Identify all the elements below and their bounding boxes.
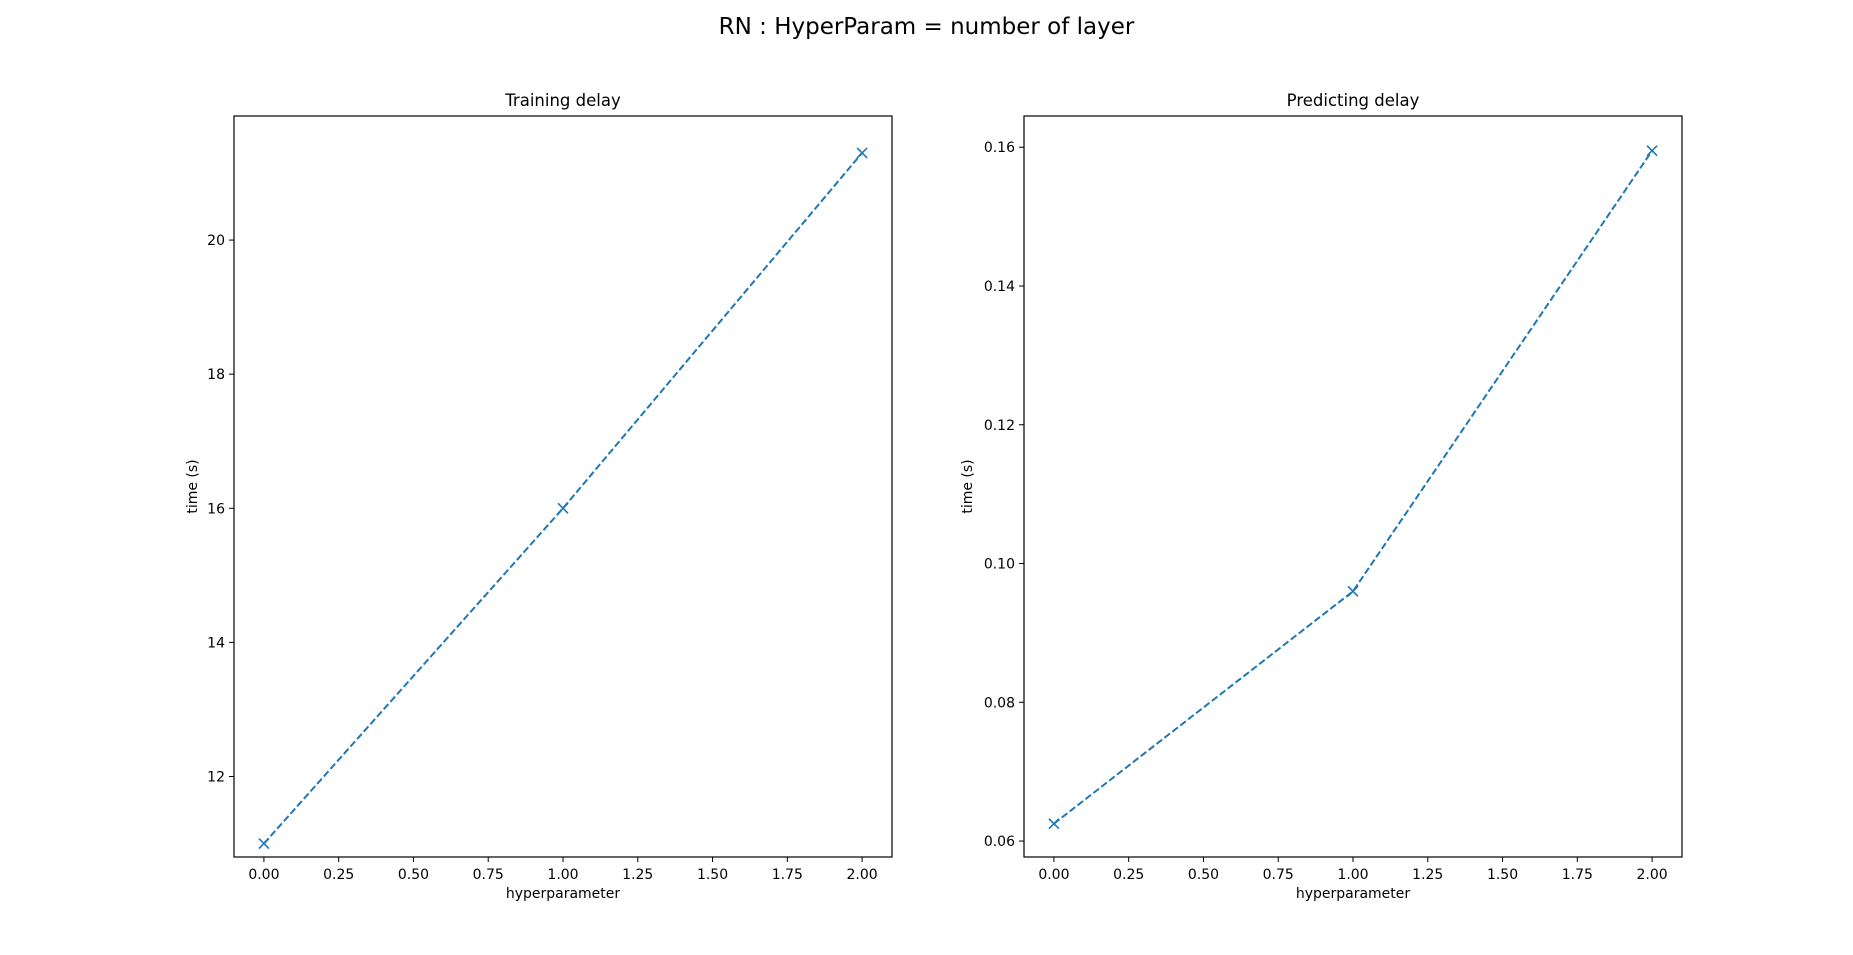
y-tick-label: 0.12 xyxy=(984,418,1015,434)
y-tick-label: 20 xyxy=(207,233,225,249)
subplot-title: Training delay xyxy=(504,91,621,110)
data-point-marker xyxy=(1048,818,1060,830)
x-tick-label: 0.75 xyxy=(1263,867,1294,883)
x-tick-label: 1.25 xyxy=(1412,867,1443,883)
x-axis-label: hyperparameter xyxy=(1296,886,1411,902)
y-tick-label: 18 xyxy=(207,367,225,383)
x-tick-label: 0.00 xyxy=(1038,867,1069,883)
data-point-marker xyxy=(258,838,270,850)
figure-title: RN : HyperParam = number of layer xyxy=(718,14,1135,40)
y-tick-label: 0.14 xyxy=(984,279,1015,295)
x-tick-label: 1.00 xyxy=(547,867,578,883)
subplot-title: Predicting delay xyxy=(1287,91,1420,110)
x-tick-label: 1.25 xyxy=(622,867,653,883)
y-tick-label: 0.10 xyxy=(984,557,1015,573)
y-axis-label: time (s) xyxy=(960,459,976,513)
y-tick-label: 0.06 xyxy=(984,834,1015,850)
x-tick-label: 1.50 xyxy=(1487,867,1518,883)
x-tick-label: 0.50 xyxy=(1188,867,1219,883)
y-tick-label: 14 xyxy=(207,635,225,651)
data-point-marker xyxy=(557,502,569,514)
y-tick-label: 12 xyxy=(207,770,225,786)
y-tick-label: 0.16 xyxy=(984,140,1015,156)
x-tick-label: 1.75 xyxy=(1562,867,1593,883)
x-axis-label: hyperparameter xyxy=(506,886,621,902)
data-point-marker xyxy=(856,147,868,159)
x-tick-label: 0.75 xyxy=(473,867,504,883)
x-tick-label: 2.00 xyxy=(847,867,878,883)
series-line xyxy=(263,152,863,845)
data-point-marker xyxy=(1646,145,1658,157)
x-tick-label: 2.00 xyxy=(1637,867,1668,883)
x-tick-label: 0.25 xyxy=(1113,867,1144,883)
y-axis-label: time (s) xyxy=(185,459,201,513)
y-tick-label: 0.08 xyxy=(984,695,1015,711)
x-tick-label: 1.75 xyxy=(772,867,803,883)
x-tick-label: 0.00 xyxy=(248,867,279,883)
x-tick-label: 1.00 xyxy=(1337,867,1368,883)
x-tick-label: 1.50 xyxy=(697,867,728,883)
axes-frame xyxy=(233,115,893,858)
y-tick-label: 16 xyxy=(207,501,225,517)
subplot-2: 0.00 0.25 0.50 0.75 1.00 1.25 1.50 1.75 2.00 0.06… xyxy=(960,91,1683,902)
series-line xyxy=(1053,150,1653,825)
axes-frame xyxy=(1023,115,1683,858)
data-point-marker xyxy=(1347,585,1359,597)
x-tick-label: 0.50 xyxy=(398,867,429,883)
subplot-1: 0.00 0.25 0.50 0.75 1.00 1.25 1.50 1.75 2.00 12 14… xyxy=(185,91,893,902)
x-tick-label: 0.25 xyxy=(323,867,354,883)
